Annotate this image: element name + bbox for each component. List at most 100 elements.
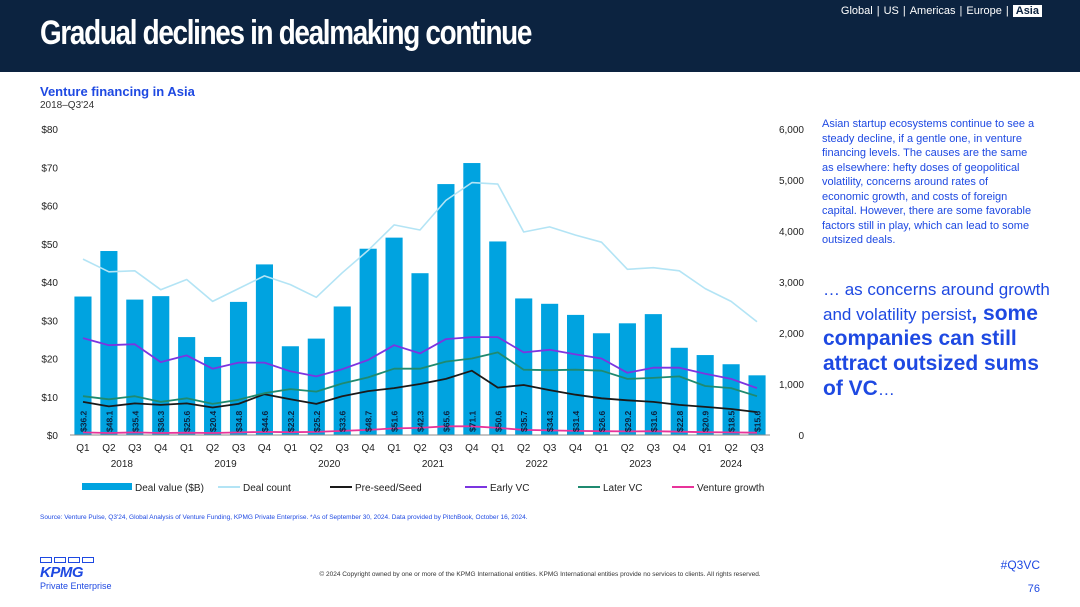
- bar-data-label: $71.1: [467, 410, 477, 432]
- region-nav: Global | US | Americas | Europe | Asia: [841, 5, 1042, 17]
- region-link-americas[interactable]: Americas: [909, 5, 956, 17]
- bar-data-label: $34.8: [234, 410, 244, 432]
- x-tick-label-year: 2024: [720, 459, 743, 470]
- legend-label: Pre-seed/Seed: [355, 483, 422, 494]
- bar-data-label: $26.6: [597, 410, 607, 432]
- line-pre-seed-seed: [82, 369, 758, 413]
- bar-deal-value: [748, 375, 766, 435]
- right-axis-tick-label: 4,000: [779, 227, 804, 238]
- logo-boxes-icon: [40, 557, 112, 563]
- region-link-europe[interactable]: Europe: [966, 5, 1002, 17]
- right-axis-tick-label: 2,000: [779, 329, 804, 340]
- bar-data-label: $31.6: [649, 410, 659, 432]
- x-tick-label-quarter: Q1: [76, 443, 90, 454]
- left-axis-tick-label: $80: [41, 125, 58, 136]
- bar-deal-value: [463, 163, 481, 436]
- x-tick-label-year: 2018: [111, 459, 134, 470]
- bar-data-label: $44.6: [260, 410, 270, 432]
- x-tick-label-quarter: Q1: [595, 443, 609, 454]
- bar-deal-value: [722, 364, 740, 435]
- chart-subtitle: 2018–Q3'24: [40, 100, 95, 111]
- region-link-global[interactable]: Global: [840, 5, 873, 17]
- x-tick-label-quarter: Q2: [102, 443, 116, 454]
- legend-swatch-bar: [82, 483, 132, 490]
- line-later-vc: [82, 351, 758, 405]
- bar-data-label: $36.3: [156, 410, 166, 432]
- bar-data-label: $22.8: [675, 410, 685, 432]
- line-venture-growth: [82, 425, 758, 434]
- x-tick-label-quarter: Q4: [154, 443, 168, 454]
- quote-lead: … as concerns around growth and volatili…: [823, 280, 1050, 324]
- x-tick-label-quarter: Q2: [621, 443, 635, 454]
- x-tick-label-quarter: Q3: [128, 443, 142, 454]
- legend-label: Later VC: [603, 483, 642, 494]
- legend-label: Venture growth: [697, 483, 764, 494]
- bar-data-label: $50.6: [493, 410, 503, 432]
- pull-quote: … as concerns around growth and volatili…: [823, 278, 1053, 402]
- x-tick-label-quarter: Q4: [465, 443, 479, 454]
- region-separator: |: [902, 5, 906, 17]
- logo-subtitle: Private Enterprise: [40, 581, 112, 591]
- x-tick-label-year: 2019: [214, 459, 237, 470]
- left-axis-tick-label: $70: [41, 163, 58, 174]
- bar-deal-value: [100, 251, 118, 435]
- bar-deal-value: [359, 248, 377, 435]
- legend-label: Deal value ($B): [135, 483, 204, 494]
- x-tick-label-year: 2021: [422, 459, 445, 470]
- bar-deal-value: [567, 314, 585, 435]
- region-link-us[interactable]: US: [883, 5, 899, 17]
- x-tick-label-quarter: Q4: [673, 443, 687, 454]
- header-bar: Gradual declines in dealmaking continue …: [0, 0, 1080, 72]
- x-tick-label-quarter: Q3: [750, 443, 764, 454]
- x-tick-label-quarter: Q1: [491, 443, 505, 454]
- bar-deal-value: [281, 346, 299, 435]
- x-tick-label-quarter: Q3: [647, 443, 661, 454]
- quote-bold: some companies can still attract outsize…: [823, 302, 1039, 400]
- right-axis-tick-label: 0: [798, 431, 804, 442]
- x-tick-label-quarter: Q2: [206, 443, 220, 454]
- x-tick-label-year: 2020: [318, 459, 341, 470]
- bar-deal-value: [178, 337, 196, 435]
- bar-deal-value: [255, 264, 273, 435]
- left-axis-tick-label: $30: [41, 316, 58, 327]
- legend-label: Early VC: [490, 483, 529, 494]
- left-axis-tick-label: $0: [47, 431, 59, 442]
- venture-financing-chart: $0 $10 $20 $30 $40 $50 $60 $70 $80 0 1,000 2,000 3,0…: [41, 125, 804, 494]
- bar-data-label: $23.2: [286, 410, 296, 432]
- quote-comma: ,: [971, 302, 978, 325]
- bar-deal-value: [204, 356, 222, 435]
- bar-deal-value: [385, 237, 403, 435]
- region-separator: |: [959, 5, 963, 17]
- bar-data-label: $25.2: [312, 410, 322, 432]
- x-tick-label-quarter: Q4: [569, 443, 583, 454]
- commentary-text: Asian startup ecosystems continue to see…: [822, 118, 1035, 246]
- bar-deal-value: [74, 296, 92, 435]
- x-tick-label-quarter: Q3: [439, 443, 453, 454]
- bar-data-label: $65.6: [441, 410, 451, 432]
- legend-label: Deal count: [243, 483, 291, 494]
- bar-data-label: $29.2: [623, 410, 633, 432]
- bar-data-label: $33.6: [338, 410, 348, 432]
- bar-deal-value: [126, 299, 144, 435]
- chart-title: Venture financing in Asia: [40, 84, 195, 99]
- bar-data-label: $25.6: [182, 410, 192, 432]
- bar-data-label: $18.5: [727, 410, 737, 432]
- x-tick-label-quarter: Q3: [232, 443, 246, 454]
- bar-data-label: $31.4: [571, 410, 581, 432]
- x-tick-label-year: 2022: [526, 459, 549, 470]
- bar-data-label: $35.4: [130, 410, 140, 432]
- bar-deal-value: [437, 184, 455, 435]
- x-tick-label-quarter: Q4: [258, 443, 272, 454]
- region-link-asia[interactable]: Asia: [1012, 5, 1042, 17]
- bar-data-label: $48.1: [104, 410, 114, 432]
- left-axis-tick-label: $10: [41, 393, 58, 404]
- bar-data-label: $15.6: [753, 410, 763, 432]
- bar-deal-value: [333, 306, 351, 435]
- x-tick-label-quarter: Q1: [387, 443, 401, 454]
- x-tick-label-quarter: Q4: [361, 443, 375, 454]
- source-note: Source: Venture Pulse, Q3'24, Global Ana…: [40, 514, 528, 521]
- bar-data-label: $20.9: [701, 410, 711, 432]
- x-tick-label-quarter: Q1: [284, 443, 298, 454]
- left-axis-tick-label: $20: [41, 355, 58, 366]
- bar-data-label: $42.3: [416, 410, 426, 432]
